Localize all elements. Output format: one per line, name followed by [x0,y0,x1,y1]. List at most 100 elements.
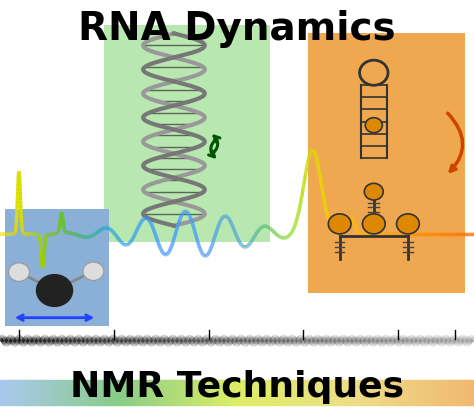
Bar [468,380,469,405]
Bar [0,380,1,405]
Bar [439,380,441,405]
Bar [281,380,283,405]
Bar [224,380,226,405]
Bar [104,25,270,242]
Bar [85,380,87,405]
Bar [118,380,120,405]
Bar [450,380,452,405]
Bar [161,380,163,405]
Bar [30,380,32,405]
Bar [408,380,409,405]
Bar [328,380,330,405]
Bar [38,380,39,405]
Bar [338,380,340,405]
Bar [28,380,30,405]
Bar [183,380,185,405]
Bar [123,380,125,405]
Bar [430,380,431,405]
Bar [246,380,248,405]
Bar [117,380,118,405]
Circle shape [365,184,383,200]
Bar [55,380,57,405]
Bar [217,380,218,405]
Bar [240,380,242,405]
Bar [1,380,3,405]
Bar [326,380,327,405]
Bar [89,380,90,405]
Bar [201,380,202,405]
Bar [250,380,251,405]
Bar [210,380,212,405]
Bar [286,380,288,405]
Bar [300,380,302,405]
Bar [153,380,155,405]
Bar [264,380,265,405]
Bar [43,380,44,405]
Bar [57,380,58,405]
Bar [444,380,446,405]
Bar [77,380,79,405]
Bar [63,380,65,405]
Bar [11,380,13,405]
Bar [73,380,74,405]
Bar [409,380,411,405]
Bar [185,380,186,405]
Bar [257,380,259,405]
Bar [311,380,313,405]
Bar [142,380,144,405]
Bar [137,380,139,405]
Bar [299,380,300,405]
Text: NMR Techniques: NMR Techniques [70,370,404,404]
Bar [322,380,324,405]
Bar [229,380,231,405]
Bar [392,380,393,405]
Bar [237,380,238,405]
Bar [316,380,318,405]
Bar [384,380,385,405]
Bar [129,380,131,405]
Bar [133,380,134,405]
Bar [295,380,297,405]
Bar [356,380,357,405]
Bar [234,380,236,405]
Bar [35,380,36,405]
Bar [47,380,49,405]
Bar [406,380,408,405]
Circle shape [397,214,419,234]
Circle shape [9,263,29,281]
Bar [174,380,175,405]
Bar [259,380,261,405]
Bar [463,380,465,405]
Bar [163,380,164,405]
Bar [54,380,55,405]
Bar [242,380,243,405]
Bar [454,380,455,405]
Bar [215,380,217,405]
Bar [70,380,71,405]
Bar [313,380,314,405]
Circle shape [363,214,385,234]
Bar [255,380,256,405]
Bar [275,380,276,405]
Bar [18,380,19,405]
Bar [332,380,333,405]
Bar [179,380,180,405]
Bar [318,380,319,405]
Bar [431,380,433,405]
Bar [199,380,201,405]
Bar [128,380,129,405]
Bar [438,380,439,405]
Bar [346,380,347,405]
Bar [364,380,365,405]
Bar [219,380,221,405]
Bar [395,380,397,405]
Bar [389,380,390,405]
Bar [202,380,204,405]
Bar [58,380,60,405]
Bar [276,380,278,405]
Bar [9,380,11,405]
Bar [427,380,428,405]
Bar [307,380,308,405]
Bar [378,380,379,405]
Bar [297,380,299,405]
